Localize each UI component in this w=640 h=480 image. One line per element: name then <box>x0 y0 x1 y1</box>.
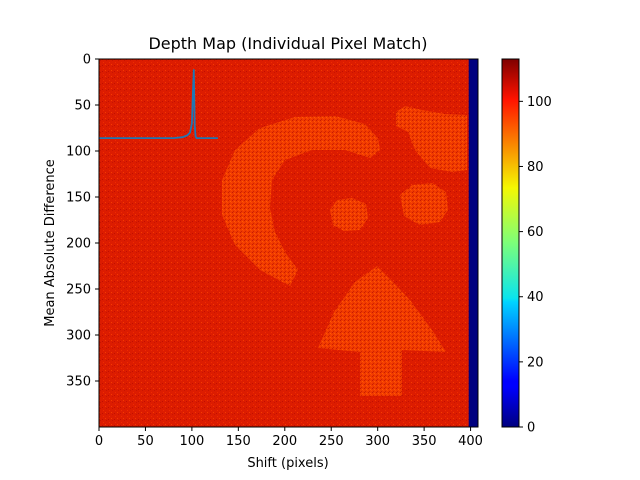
colorbar-frame <box>501 58 520 428</box>
x-tick-label: 250 <box>319 434 344 449</box>
colorbar-tick-label: 60 <box>527 225 544 240</box>
x-tick-label: 350 <box>412 434 437 449</box>
y-tick-label: 150 <box>66 191 91 206</box>
y-tick-label: 50 <box>74 99 91 114</box>
x-tick-label: 200 <box>272 434 297 449</box>
heatmap-region-right-blob <box>400 183 448 225</box>
y-tick-label: 300 <box>66 329 91 344</box>
x-tick-label: 50 <box>137 434 154 449</box>
y-axis: 0 50 100 150 200 250 300 350 <box>66 53 99 390</box>
chart-title: Depth Map (Individual Pixel Match) <box>148 34 427 53</box>
y-axis-label: Mean Absolute Difference <box>43 159 58 327</box>
series-line <box>99 69 218 140</box>
x-tick-label: 100 <box>179 434 204 449</box>
heatmap-edge-strip <box>468 59 478 427</box>
colorbar: 0 20 40 60 80 100 <box>501 58 552 436</box>
x-axis-label: Shift (pixels) <box>247 456 328 471</box>
y-tick-label: 100 <box>66 145 91 160</box>
y-tick-label: 200 <box>66 237 91 252</box>
heatmap-region-top-right-patch <box>396 106 467 172</box>
colorbar-tick-label: 100 <box>527 95 552 110</box>
colorbar-tick-label: 20 <box>527 355 544 370</box>
colorbar-tick-label: 40 <box>527 290 544 305</box>
y-tick-label: 0 <box>83 53 91 68</box>
heatmap-region-c-shape <box>222 116 380 286</box>
heatmap-region-small-blob <box>330 198 368 231</box>
heatmap-region-arrow <box>318 266 446 396</box>
y-tick-label: 250 <box>66 283 91 298</box>
x-tick-label: 300 <box>365 434 390 449</box>
x-axis: 0 50 100 150 200 250 300 350 400 <box>95 427 483 449</box>
plot-area <box>98 58 479 428</box>
colorbar-tick-label: 0 <box>527 421 535 436</box>
x-tick-label: 0 <box>95 434 103 449</box>
colorbar-gradient <box>502 59 519 427</box>
colorbar-tick-label: 80 <box>527 160 544 175</box>
x-tick-label: 400 <box>458 434 483 449</box>
y-tick-label: 350 <box>66 375 91 390</box>
x-tick-label: 150 <box>226 434 251 449</box>
heatmap-regions <box>222 106 467 396</box>
colorbar-ticks: 0 20 40 60 80 100 <box>519 95 552 436</box>
